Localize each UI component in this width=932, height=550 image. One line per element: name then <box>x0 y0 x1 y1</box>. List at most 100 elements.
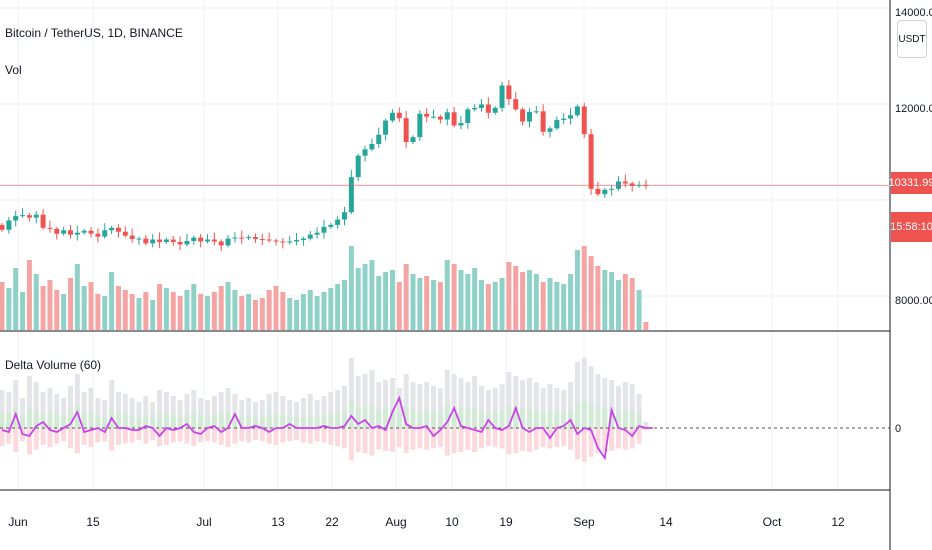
candle-body <box>506 85 512 100</box>
buy-delta-bar <box>321 415 327 428</box>
buy-delta-bar <box>287 416 293 428</box>
candle-body <box>417 113 423 138</box>
buy-volume-bar <box>163 392 169 428</box>
sell-volume-bar <box>314 428 320 442</box>
sell-volume-bar <box>437 428 443 448</box>
sell-volume-bar <box>47 428 53 448</box>
buy-delta-bar <box>355 407 361 428</box>
candle-body <box>273 240 279 242</box>
volume-bar <box>389 270 395 330</box>
x-tick-label: 19 <box>499 515 513 529</box>
buy-delta-bar <box>431 411 437 428</box>
buy-volume-bar <box>205 400 210 428</box>
volume-bar <box>115 286 121 330</box>
buy-volume-bar <box>622 382 628 428</box>
x-tick-label: Aug <box>385 515 406 529</box>
volume-bar <box>581 246 587 330</box>
buy-delta-bar <box>383 408 389 428</box>
buy-delta-bar <box>328 413 334 428</box>
buy-delta-bar <box>581 400 587 428</box>
sell-volume-bar <box>68 428 73 449</box>
candle-body <box>191 237 197 241</box>
buy-volume-bar <box>520 380 526 428</box>
candle-body <box>252 237 258 240</box>
volume-bar <box>574 250 580 330</box>
volume-bar <box>225 282 231 330</box>
candle-body <box>389 112 395 121</box>
buy-delta-bar <box>348 400 354 428</box>
sell-volume-bar <box>61 428 67 442</box>
sell-volume-bar <box>280 428 286 443</box>
buy-volume-bar <box>533 382 539 428</box>
buy-volume-bar <box>485 390 491 428</box>
sell-volume-bar <box>95 428 101 443</box>
volume-bar <box>259 298 265 330</box>
sell-volume-bar <box>246 428 252 443</box>
volume-bar <box>81 286 87 330</box>
sell-volume-bar <box>342 428 347 449</box>
buy-volume-bar <box>458 378 464 428</box>
sell-volume-bar <box>40 428 46 445</box>
candle-body <box>568 115 574 119</box>
buy-delta-bar <box>115 413 121 428</box>
sell-volume-bar <box>513 428 519 454</box>
buy-delta-bar <box>444 404 450 428</box>
x-tick-label: 12 <box>831 515 845 529</box>
currency-button[interactable]: USDT <box>897 20 927 58</box>
candle-body <box>143 238 149 244</box>
buy-volume-bar <box>403 374 409 428</box>
sell-volume-bar <box>150 428 156 440</box>
buy-volume-bar <box>102 400 108 428</box>
volume-bar <box>533 274 539 330</box>
candle-body <box>33 214 39 218</box>
volume-bar <box>13 268 19 330</box>
sell-volume-bar <box>307 428 313 444</box>
volume-bar <box>252 300 258 330</box>
buy-volume-bar <box>74 374 80 428</box>
candle-body <box>540 111 546 132</box>
volume-bars <box>0 246 649 330</box>
buy-delta-bar <box>602 408 608 428</box>
candle-body <box>520 109 526 122</box>
sell-volume-bar <box>177 428 183 442</box>
buy-delta-bar <box>636 414 642 428</box>
sell-volume-bar <box>465 428 471 450</box>
candle-body <box>581 106 587 135</box>
volume-bar <box>444 260 450 330</box>
buy-volume-bar <box>513 376 519 428</box>
candle-body <box>259 239 265 241</box>
sell-volume-bar <box>568 428 574 450</box>
buy-volume-bar <box>588 366 594 428</box>
buy-delta-bar <box>595 406 601 428</box>
candle-body <box>163 239 169 242</box>
buy-volume-bar <box>307 394 313 428</box>
sell-volume-bar <box>88 428 94 448</box>
buy-delta-bar <box>246 416 252 428</box>
volume-bar <box>314 296 320 330</box>
buy-volume-bar <box>81 392 87 428</box>
buy-volume-bar <box>554 388 560 428</box>
volume-bar <box>0 282 5 330</box>
candle-body <box>136 238 142 240</box>
sell-volume-bar <box>122 428 128 444</box>
volume-bar <box>74 264 80 330</box>
sell-volume-bar <box>170 428 176 443</box>
sell-volume-bar <box>581 428 587 462</box>
candle-body <box>300 238 306 241</box>
volume-bar <box>88 282 94 330</box>
candle-body <box>424 113 430 117</box>
buy-volume-bar <box>321 396 327 428</box>
candle-body <box>184 240 190 245</box>
sell-volume-bar <box>259 428 265 442</box>
sell-volume-bar <box>410 428 416 450</box>
candle-body <box>198 237 204 242</box>
y-tick-label: 8000.00 <box>895 295 932 307</box>
sell-volume-bar <box>636 428 642 444</box>
volume-bar <box>410 274 416 330</box>
candle-body <box>554 120 560 129</box>
sell-volume-bar <box>287 428 293 442</box>
volume-bar <box>6 288 12 330</box>
sell-volume-bar <box>383 428 389 451</box>
sell-volume-bar <box>33 428 39 450</box>
